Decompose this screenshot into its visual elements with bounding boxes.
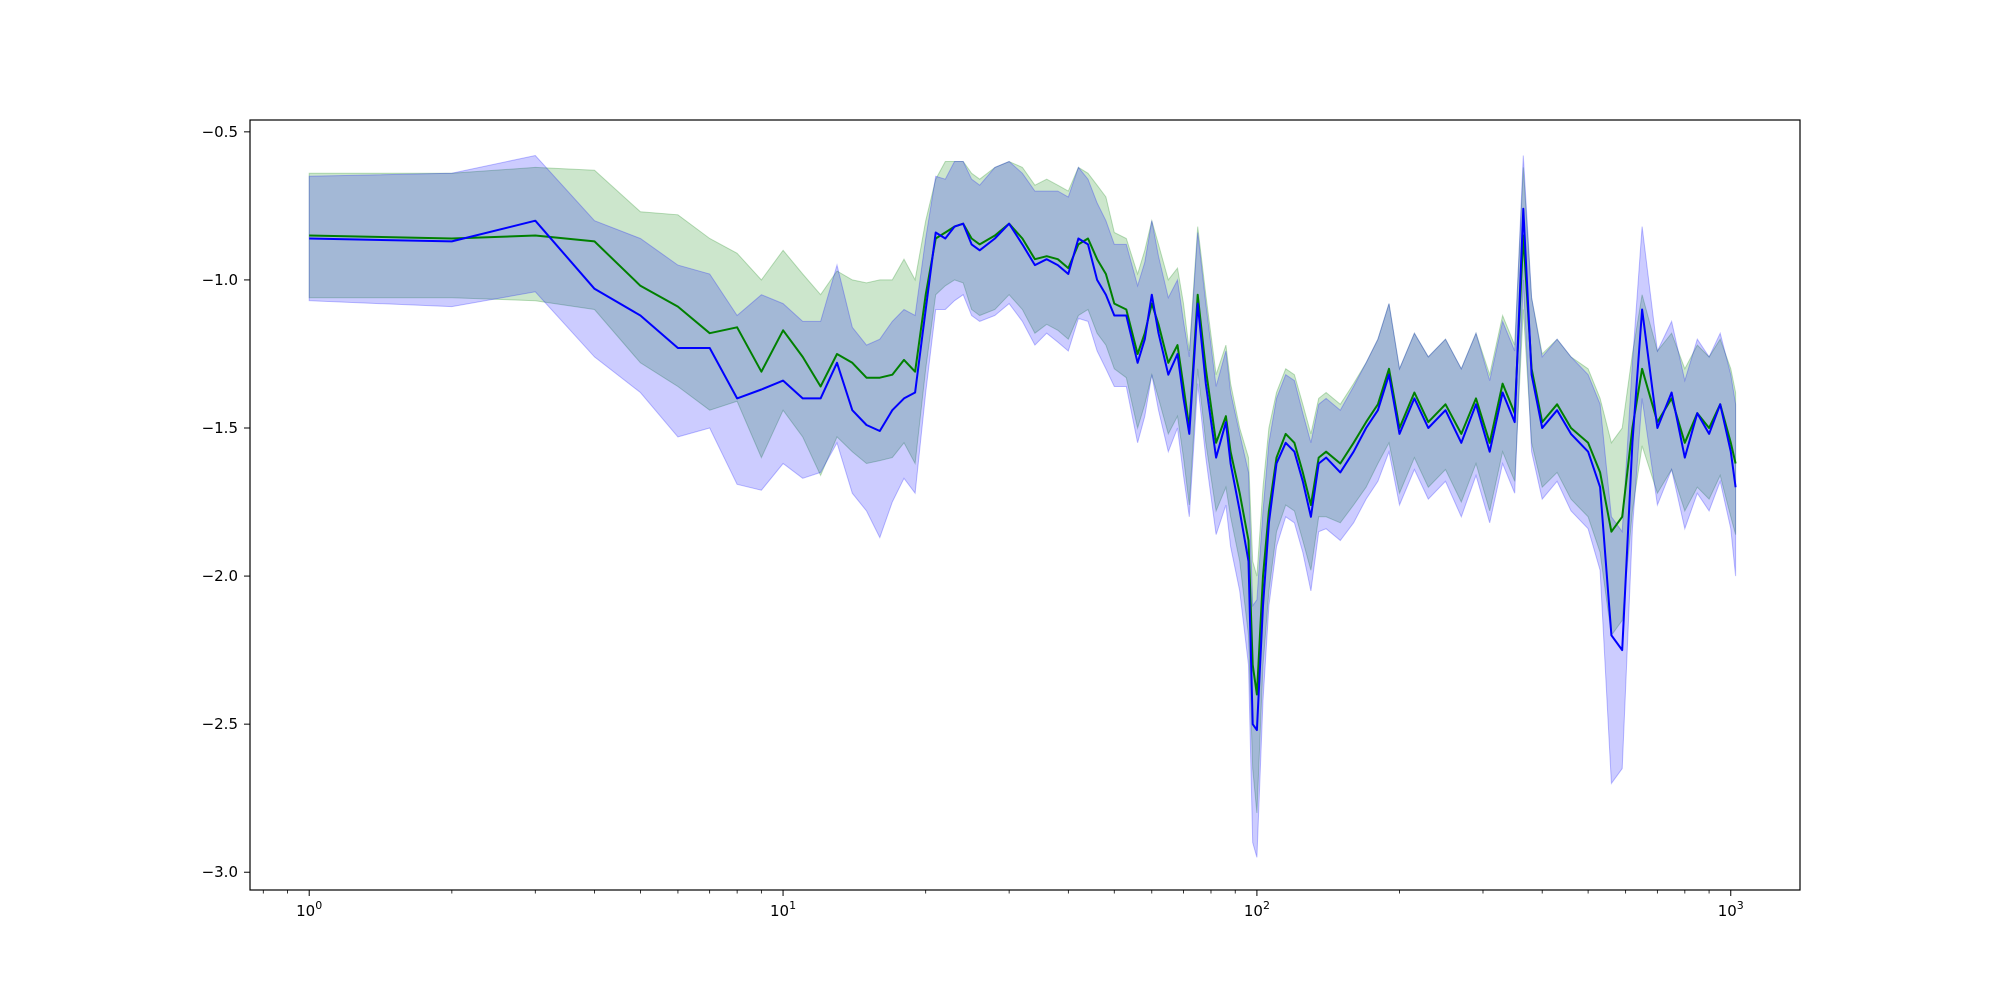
- confidence-bands: [308, 154, 1737, 858]
- series-lines: [309, 207, 1737, 732]
- x-tick-label-3: 103: [1718, 899, 1744, 920]
- y-tick-label-3: −2.0: [202, 567, 238, 585]
- y-axis: −0.5 −1.0 −1.5 −2.0 −2.5 −3.0: [202, 123, 250, 881]
- y-tick-label-1: −1.0: [202, 271, 238, 289]
- x-tick-label-1: 101: [770, 899, 796, 920]
- plot-frame: [249, 119, 1801, 891]
- x-axis: 100 101 102 103: [262, 890, 1744, 920]
- series-0-line: [309, 222, 1737, 696]
- x-tick-label-2: 102: [1244, 899, 1270, 920]
- y-tick-label-2: −1.5: [202, 419, 238, 437]
- y-tick-label-0: −0.5: [202, 123, 238, 141]
- series-1-band: [308, 154, 1737, 858]
- x-tick-label-0: 100: [296, 899, 322, 920]
- y-tick-label-4: −2.5: [202, 715, 238, 733]
- series-0-band: [308, 160, 1737, 814]
- series-1-line: [309, 207, 1737, 732]
- y-tick-label-5: −3.0: [202, 863, 238, 881]
